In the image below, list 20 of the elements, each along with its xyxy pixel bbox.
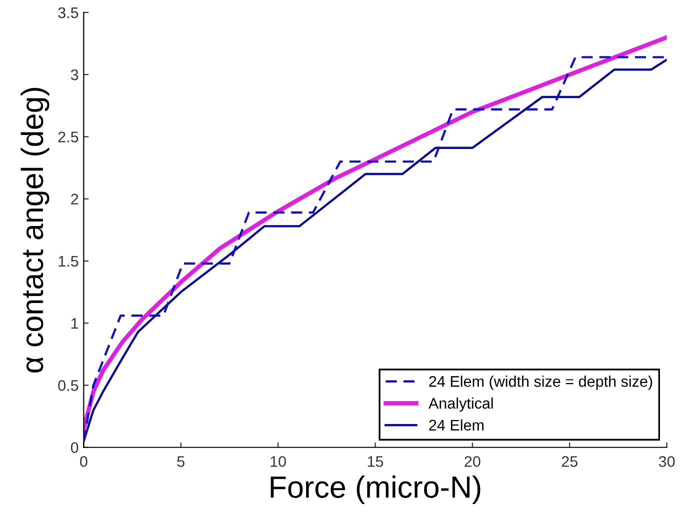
legend-label: Analytical <box>428 398 493 412</box>
y-axis-title: α contact angel (deg) <box>20 88 50 372</box>
x-tick-label: 30 <box>658 456 675 467</box>
x-tick-label: 25 <box>562 456 578 467</box>
y-tick-label: 1 <box>72 318 78 329</box>
x-axis-title: Force (micro-N) <box>270 476 480 504</box>
x-tick-label: 0 <box>80 456 88 467</box>
x-tick-label: 20 <box>464 456 480 467</box>
y-tick-label: 0 <box>70 442 78 454</box>
y-tick-label: 3.5 <box>58 7 78 18</box>
legend-label: 24 Elem (width size = depth size) <box>429 376 652 390</box>
y-tick-label: 1.5 <box>58 256 78 267</box>
y-tick-label: 2.5 <box>58 132 78 142</box>
x-tick-label: 10 <box>270 456 286 467</box>
y-tick-label: 3 <box>70 69 78 80</box>
y-tick-label: 2 <box>71 194 78 204</box>
x-tick-label: 15 <box>368 456 384 467</box>
legend-label: 24 Elem <box>429 419 484 431</box>
x-tick-label: 5 <box>177 456 184 467</box>
y-tick-label: 0.5 <box>58 380 78 391</box>
